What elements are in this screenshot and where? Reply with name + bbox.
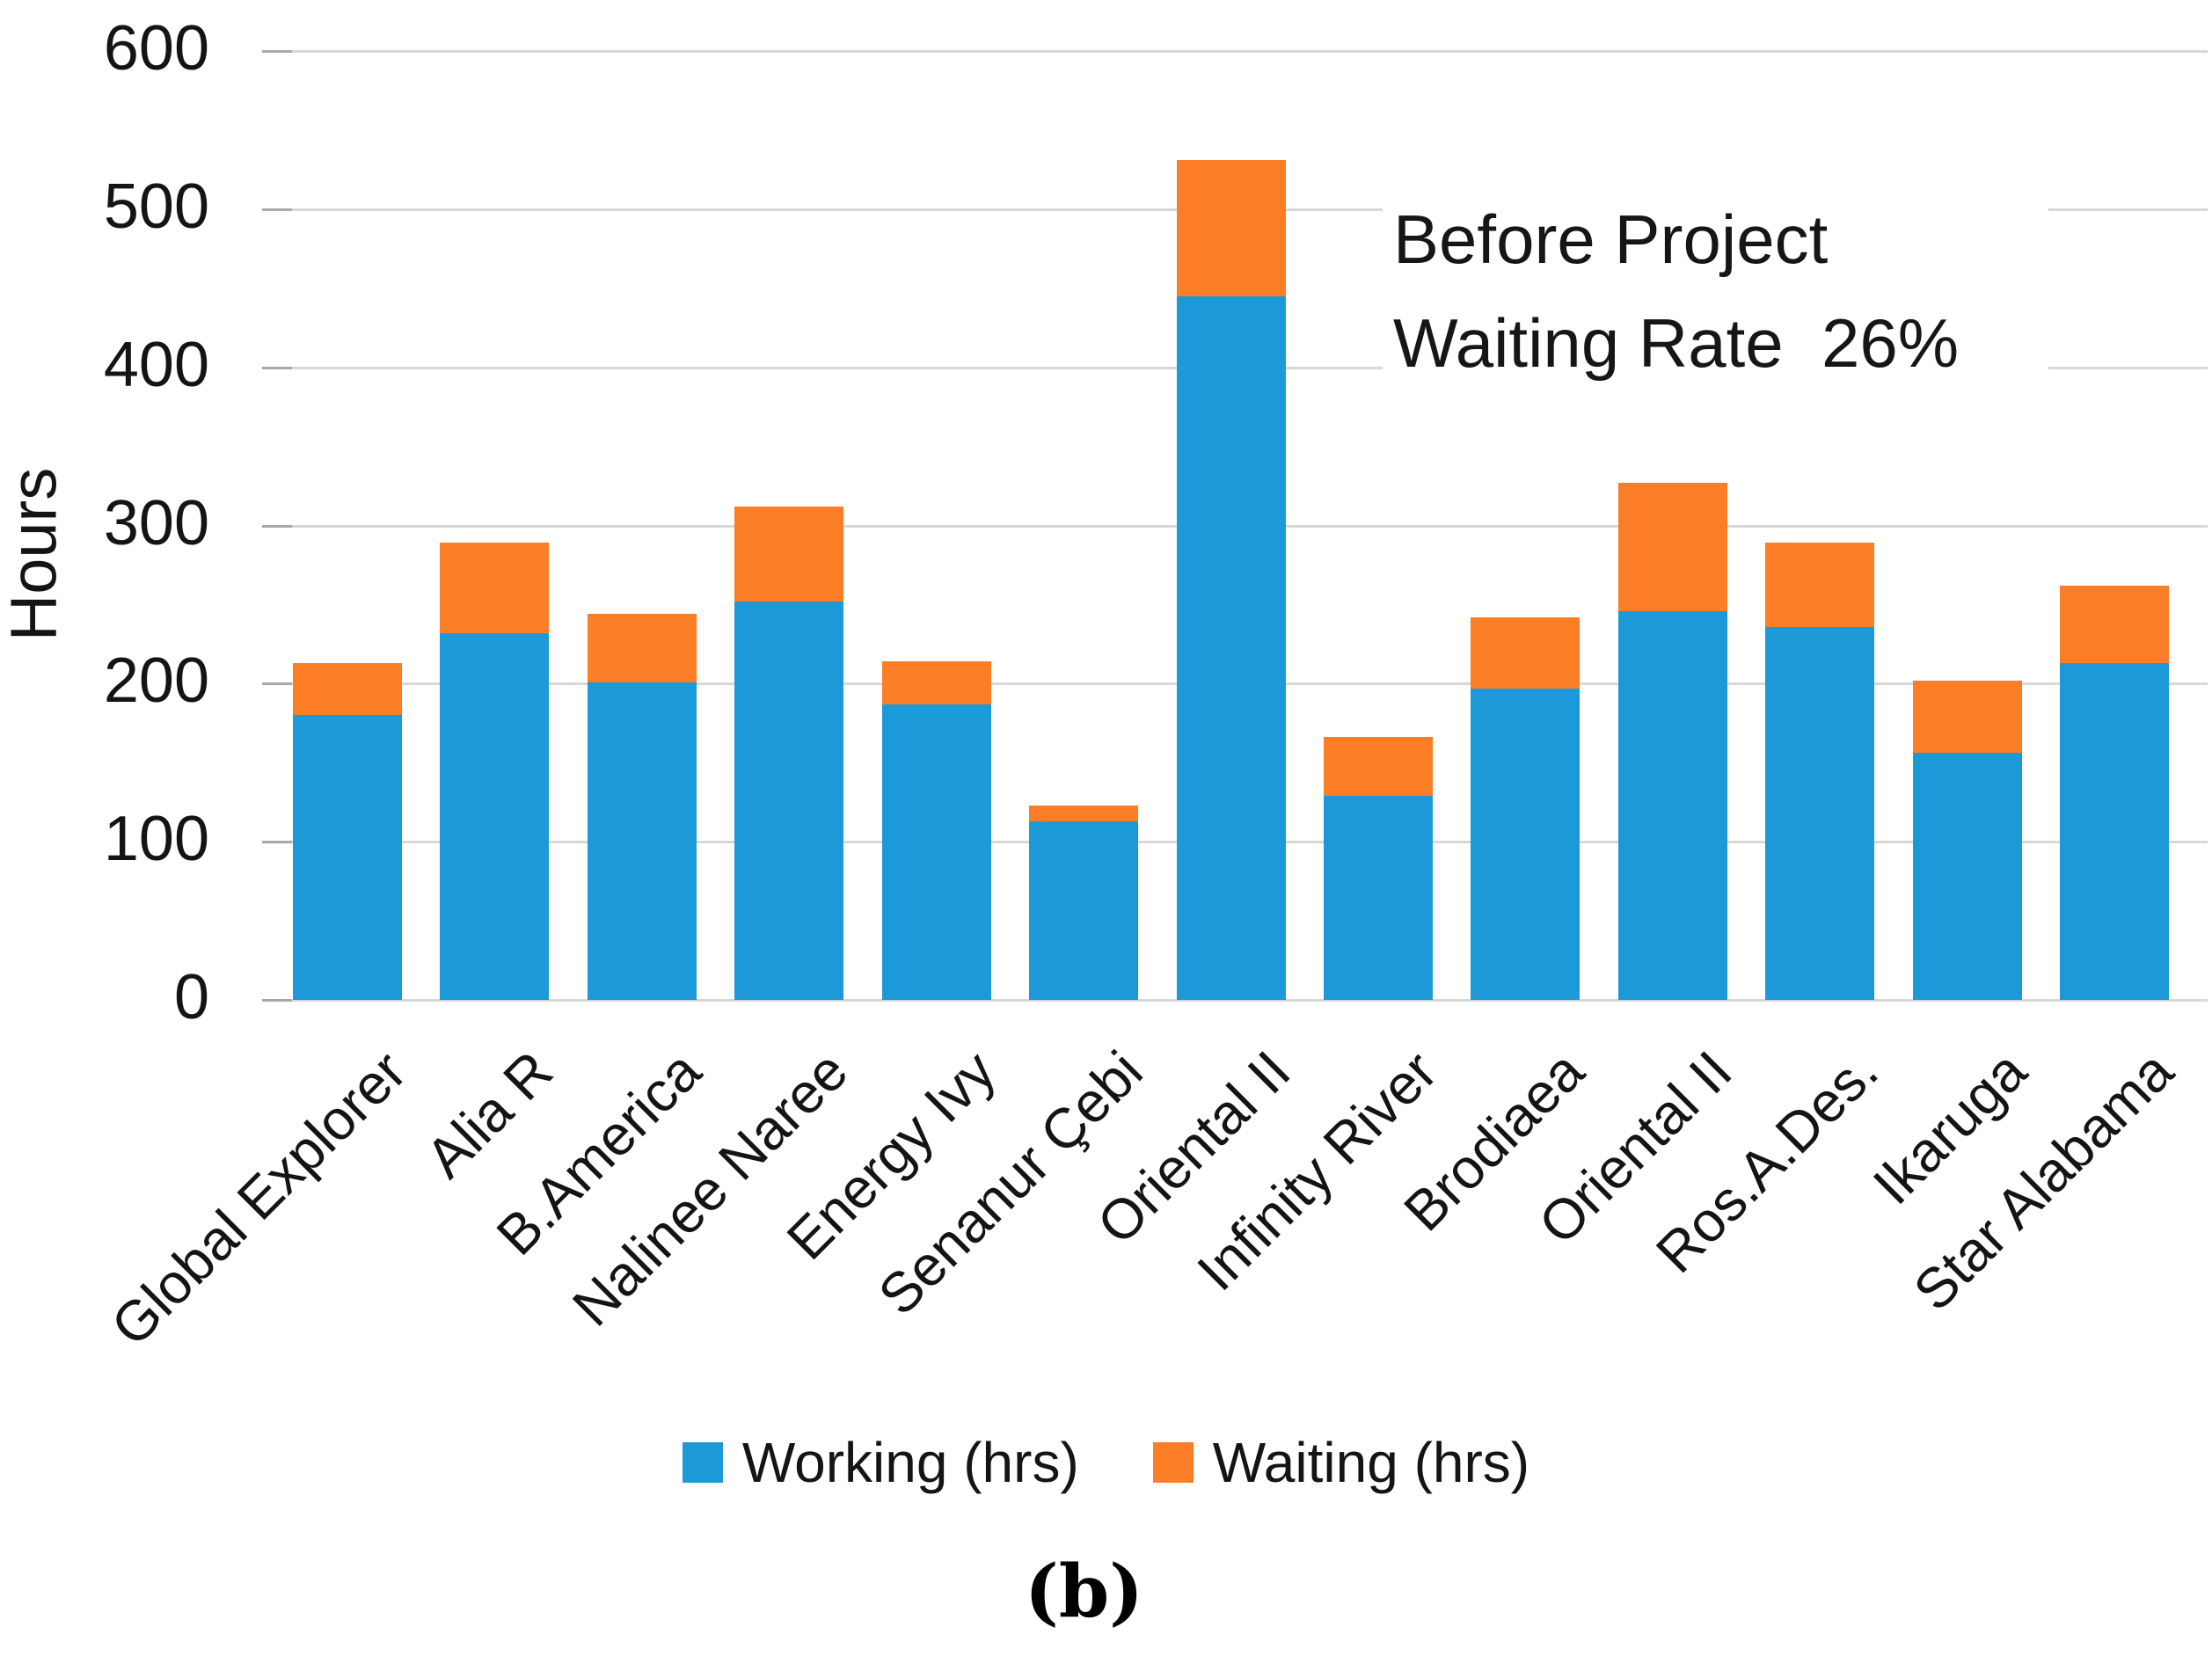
legend: Working (hrs) Waiting (hrs) bbox=[0, 1430, 2212, 1495]
x-tick-label-5: Senanur Çebi bbox=[865, 1039, 1155, 1327]
annotation-line-2: Waiting Rate 26% bbox=[1393, 304, 1960, 382]
legend-item-working: Working (hrs) bbox=[682, 1430, 1079, 1495]
bar-working-2 bbox=[588, 682, 697, 1000]
bar-working-4 bbox=[882, 704, 991, 1000]
y-tick-mark-200 bbox=[262, 682, 292, 685]
legend-label-waiting: Waiting (hrs) bbox=[1212, 1431, 1530, 1494]
x-tick-label-12: Star Alabama bbox=[1901, 1039, 2186, 1323]
y-tick-label-300: 300 bbox=[103, 488, 209, 559]
bar-waiting-4 bbox=[882, 661, 991, 704]
bar-waiting-2 bbox=[588, 614, 697, 682]
y-tick-label-0: 0 bbox=[173, 962, 209, 1033]
bar-working-11 bbox=[1913, 753, 2022, 1000]
y-tick-mark-100 bbox=[262, 841, 292, 843]
bar-working-12 bbox=[2060, 663, 2169, 1000]
bar-working-3 bbox=[734, 602, 843, 1000]
bar-waiting-7 bbox=[1324, 737, 1433, 796]
bar-waiting-3 bbox=[734, 507, 843, 602]
bar-working-6 bbox=[1177, 296, 1286, 1000]
bar-waiting-1 bbox=[440, 543, 549, 633]
bar-working-0 bbox=[293, 715, 402, 1000]
y-tick-label-400: 400 bbox=[103, 330, 209, 401]
bar-waiting-12 bbox=[2060, 586, 2169, 663]
bar-waiting-11 bbox=[1913, 681, 2022, 753]
y-tick-mark-400 bbox=[262, 367, 292, 369]
y-axis-title: Hours bbox=[0, 467, 70, 642]
bar-waiting-6 bbox=[1177, 160, 1286, 296]
bar-waiting-0 bbox=[293, 663, 402, 715]
y-tick-label-200: 200 bbox=[103, 646, 209, 717]
y-tick-mark-300 bbox=[262, 525, 292, 528]
legend-item-waiting: Waiting (hrs) bbox=[1152, 1430, 1530, 1495]
bar-working-1 bbox=[440, 633, 549, 1000]
y-tick-mark-600 bbox=[262, 50, 292, 53]
annotation-textbox: Before Project Waiting Rate 26% bbox=[1383, 180, 2048, 407]
y-tick-label-600: 600 bbox=[103, 13, 209, 84]
bar-working-8 bbox=[1471, 689, 1580, 1000]
bar-working-7 bbox=[1324, 796, 1433, 1000]
gridline-600 bbox=[274, 50, 2208, 53]
bar-working-9 bbox=[1618, 611, 1727, 1000]
annotation-line-1: Before Project bbox=[1393, 201, 1829, 278]
bar-working-10 bbox=[1765, 627, 1874, 1000]
x-tick-label-0: Global Explorer bbox=[99, 1039, 419, 1359]
y-tick-label-500: 500 bbox=[103, 171, 209, 243]
bar-waiting-5 bbox=[1029, 806, 1138, 821]
bar-waiting-10 bbox=[1765, 543, 1874, 627]
bar-waiting-9 bbox=[1618, 483, 1727, 611]
y-tick-label-100: 100 bbox=[103, 804, 209, 875]
working-series-swatch-icon bbox=[682, 1442, 723, 1483]
figure-caption: (b) bbox=[1025, 1550, 1143, 1634]
gridline-0 bbox=[274, 999, 2208, 1002]
y-tick-mark-500 bbox=[262, 208, 292, 211]
legend-label-working: Working (hrs) bbox=[741, 1431, 1079, 1494]
bar-working-5 bbox=[1029, 821, 1138, 1000]
waiting-series-swatch-icon bbox=[1152, 1442, 1194, 1483]
bar-waiting-8 bbox=[1471, 617, 1580, 689]
y-tick-mark-0 bbox=[262, 999, 292, 1002]
